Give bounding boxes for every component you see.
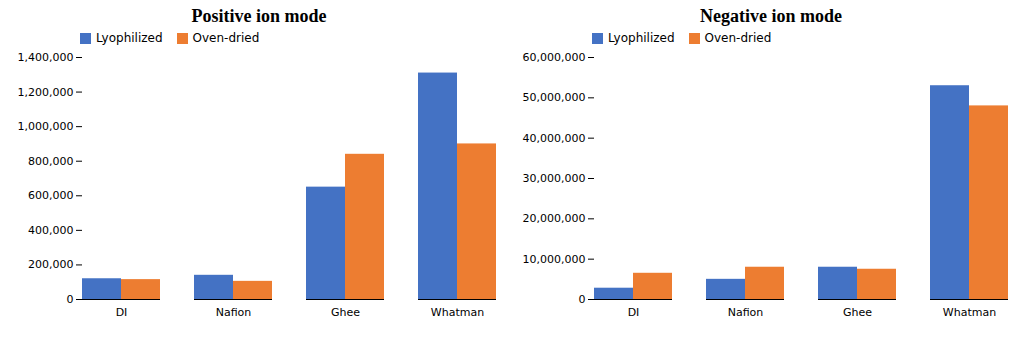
- svg-text:Ghee: Ghee: [843, 306, 872, 319]
- svg-text:400,000: 400,000: [28, 224, 74, 237]
- html-text:Oven-dried: Oven-dried: [192, 31, 260, 45]
- svg-text:800,000: 800,000: [28, 155, 74, 168]
- svg-text:Ghee: Ghee: [331, 306, 360, 319]
- html-text:Oven-dried: Oven-dried: [704, 31, 772, 45]
- html-text:Negative ion mode: Negative ion mode: [700, 6, 842, 26]
- html-text:Positive ion mode: Positive ion mode: [191, 6, 327, 26]
- html-text:Lyophilized: Lyophilized: [608, 31, 675, 45]
- svg-text:50,000,000: 50,000,000: [523, 91, 586, 104]
- svg-text:30,000,000: 30,000,000: [523, 172, 586, 185]
- svg-text:10,000,000: 10,000,000: [523, 253, 586, 266]
- html-text:Lyophilized: Lyophilized: [96, 31, 163, 45]
- svg-text:Whatman: Whatman: [431, 306, 484, 319]
- svg-text:60,000,000: 60,000,000: [523, 51, 586, 64]
- svg-text:1,400,000: 1,400,000: [18, 51, 74, 64]
- svg-text:Nafion: Nafion: [728, 306, 764, 319]
- svg-text:0: 0: [579, 293, 586, 306]
- svg-text:DI: DI: [116, 306, 128, 319]
- svg-text:40,000,000: 40,000,000: [523, 132, 586, 145]
- svg-text:1,000,000: 1,000,000: [18, 120, 74, 133]
- svg-text:Nafion: Nafion: [216, 306, 252, 319]
- svg-text:0: 0: [67, 293, 74, 306]
- svg-text:Whatman: Whatman: [943, 306, 996, 319]
- svg-text:600,000: 600,000: [28, 189, 74, 202]
- svg-text:20,000,000: 20,000,000: [523, 212, 586, 225]
- svg-text:DI: DI: [628, 306, 640, 319]
- svg-text:1,200,000: 1,200,000: [18, 86, 74, 99]
- svg-text:200,000: 200,000: [28, 258, 74, 271]
